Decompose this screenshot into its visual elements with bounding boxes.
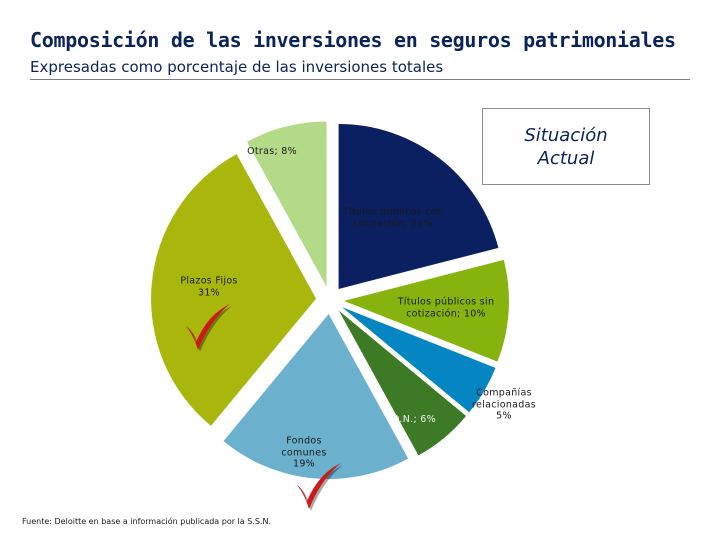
slice-label-fondos-comunes: Fondos comunes 19%	[281, 435, 327, 470]
slice-label-o-n: O.N.; 6%	[392, 414, 436, 426]
title-divider	[30, 79, 690, 80]
source-note: Fuente: Deloitte en base a información p…	[22, 517, 271, 526]
pie-slice-fondos-comunes	[223, 313, 409, 479]
checkmark-icon-fondos-comunes	[297, 463, 343, 511]
pie-slice-titulos-publicos-con-cotizacion	[338, 123, 499, 289]
checkmark-icon-plazos-fijos	[186, 304, 232, 352]
pie-slice-otras	[247, 121, 327, 287]
pie-slice-titulos-publicos-sin-cotizacion	[343, 259, 509, 362]
slice-label-otras: Otras; 8%	[247, 146, 297, 158]
page-title: Composición de las inversiones en seguro…	[30, 28, 676, 52]
slice-label-companias-relacionadas: Compañías relacionadas 5%	[472, 387, 536, 422]
slice-label-titulos-publicos-con-cotizacion: Títulos públicos con cotización; 21%	[342, 206, 444, 229]
pie-slice-companias-relacionadas	[342, 307, 496, 413]
status-box: Situación Actual	[482, 108, 650, 185]
status-box-label: Situación Actual	[524, 125, 608, 169]
slice-label-plazos-fijos: Plazos Fijos 31%	[180, 275, 238, 298]
page-subtitle: Expresadas como porcentaje de las invers…	[30, 58, 444, 76]
pie-slice-plazos-fijos	[151, 154, 317, 426]
pie-slice-o-n	[338, 310, 467, 456]
slice-label-titulos-publicos-sin-cotizacion: Títulos públicos sin cotización; 10%	[397, 296, 495, 319]
